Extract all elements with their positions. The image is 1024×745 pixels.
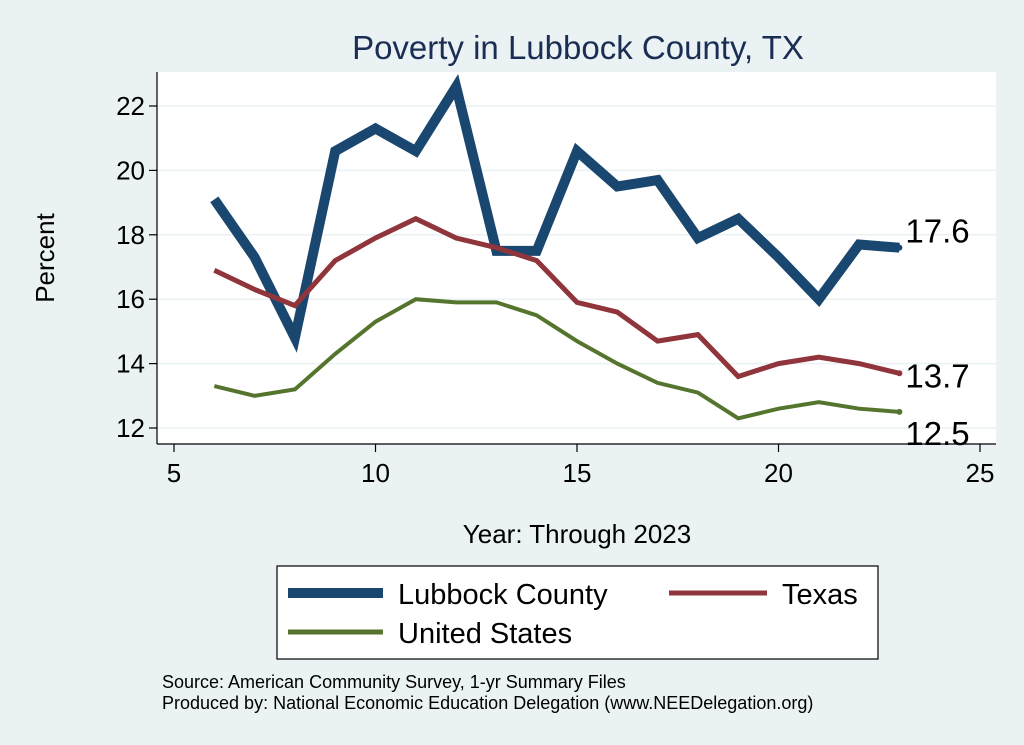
x-tick-label-10: 10	[361, 458, 390, 488]
legend-box	[276, 565, 879, 660]
x-tick-label-20: 20	[764, 458, 793, 488]
series-lines	[210, 74, 903, 421]
y-tick-label-18: 18	[116, 220, 145, 250]
y-tick-label-22: 22	[116, 91, 145, 121]
series-line-united-states	[213, 297, 900, 421]
y-tick-label-14: 14	[116, 349, 145, 379]
end-marker-lubbock-county	[896, 244, 903, 251]
end-marker-united-states	[896, 408, 903, 415]
y-tick-label-16: 16	[116, 284, 145, 314]
legend-label-texas: Texas	[782, 579, 858, 611]
y-axis-label: Percent	[30, 212, 60, 302]
end-label-united-states: 12.5	[905, 415, 969, 452]
produced-by-note: Produced by: National Economic Education…	[162, 693, 813, 713]
x-tick-label-5: 5	[167, 458, 181, 488]
end-label-lubbock-county: 17.6	[905, 213, 969, 250]
end-label-texas: 13.7	[905, 357, 969, 394]
legend: Lubbock County Texas United States	[276, 565, 879, 660]
x-axis-label: Year: Through 2023	[463, 519, 691, 549]
series-line-lubbock-county	[210, 74, 900, 353]
legend-label-united-states: United States	[398, 618, 572, 650]
series-line-texas	[213, 215, 900, 380]
y-axis-ticks: 12 14 16 18 20 22	[116, 91, 157, 443]
x-tick-label-15: 15	[563, 458, 592, 488]
end-marker-texas	[896, 370, 903, 377]
source-note: Source: American Community Survey, 1-yr …	[162, 672, 626, 692]
plot-area	[157, 72, 996, 444]
x-tick-label-25: 25	[966, 458, 995, 488]
y-tick-label-12: 12	[116, 413, 145, 443]
chart-title: Poverty in Lubbock County, TX	[352, 29, 804, 66]
end-labels: 17.6 13.7 12.5	[905, 213, 969, 452]
x-axis-ticks: 5 10 15 20 25	[167, 444, 995, 488]
legend-label-lubbock-county: Lubbock County	[398, 579, 608, 611]
y-tick-label-20: 20	[116, 155, 145, 185]
